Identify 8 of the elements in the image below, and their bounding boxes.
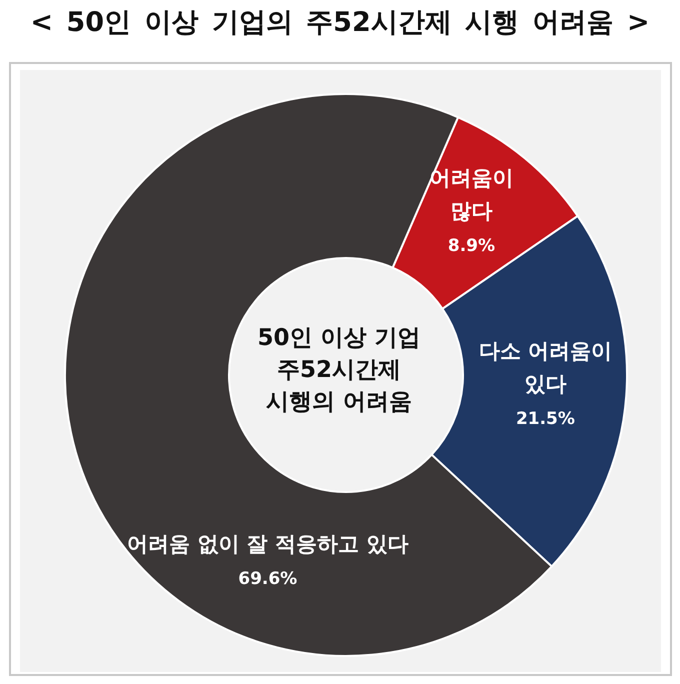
chart-title: < 50인 이상 기업의 주52시간제 시행 어려움 > [29, 6, 651, 40]
data-label: 69.6% [238, 568, 298, 589]
data-label: 21.5% [516, 409, 575, 430]
slice-label: 어려움 없이 잘 적응하고 있다 [127, 532, 408, 556]
slice-label: 어려움이 많다 [429, 166, 514, 223]
text: 50인 이상 기업 주52시간제 시행의 어려움 [257, 325, 421, 415]
slice-label: 다소 어려움이 있다 [478, 339, 612, 396]
data-label: 8.9% [448, 236, 496, 256]
